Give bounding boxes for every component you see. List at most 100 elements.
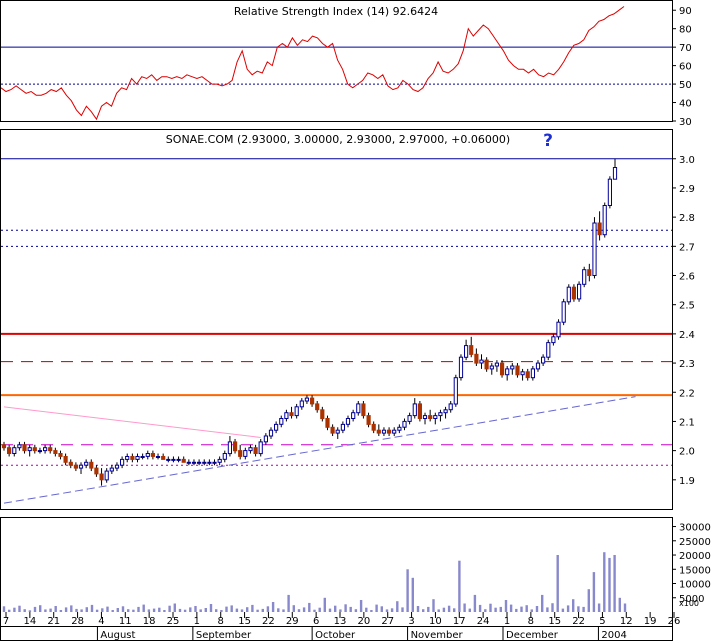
rsi-tick-label: 50	[679, 80, 692, 91]
date-axis: 7 14 21 28 4 11 18 25 1 8 15 22 29 6 13 20 27 3 10 17 24 1 8 15…	[3, 612, 680, 641]
candle-body	[597, 222, 602, 236]
candle-body	[140, 456, 145, 458]
volume-bar	[592, 572, 596, 612]
volume-bar	[458, 560, 461, 612]
candle-body	[387, 429, 392, 434]
candle-body	[448, 403, 453, 411]
volume-bar	[121, 606, 125, 612]
volume-bar	[535, 606, 539, 612]
volume-bar	[349, 606, 352, 612]
candle-body	[22, 444, 27, 452]
volume-bar	[556, 555, 559, 612]
candle-body	[469, 345, 474, 355]
volume-bar	[406, 569, 409, 612]
candle-body	[402, 420, 407, 428]
candle-body	[612, 167, 618, 180]
volume-bar	[603, 552, 606, 612]
volume-bar	[251, 604, 254, 612]
price-tick-label: 2.4	[679, 330, 695, 341]
date-tick-label: 13	[334, 616, 347, 627]
volume-bar	[277, 608, 280, 612]
volume-bar	[473, 594, 477, 612]
candle-body	[371, 423, 376, 431]
price-tick-label: 2.1	[679, 417, 695, 428]
volume-bar	[390, 608, 394, 612]
volume-bar	[225, 606, 228, 612]
price-tick-label: 2.8	[679, 213, 695, 224]
volume-bar	[137, 606, 140, 612]
date-tick-label: 20	[357, 616, 370, 627]
volume-bar	[365, 607, 368, 612]
volume-bar	[530, 609, 533, 612]
candle-body	[258, 441, 263, 455]
volume-bar	[127, 609, 130, 612]
volume-bar	[551, 603, 554, 612]
volume-bar	[220, 610, 223, 612]
volume-bar	[468, 608, 471, 612]
candle-body	[392, 429, 397, 434]
candle-body	[27, 447, 32, 452]
candle-body	[458, 356, 464, 379]
candle-body	[438, 412, 443, 417]
candle-body	[186, 461, 191, 464]
month-label: September	[196, 630, 252, 641]
volume-bar	[266, 606, 270, 612]
candle-body	[222, 453, 227, 460]
candle-body	[58, 453, 63, 457]
price-panel: 1.9 2.0 2.1 2.2 2.3 2.4 2.5 2.6 2.7 2.8 2.9 3.0 SON…	[1, 131, 695, 504]
volume-bars	[2, 552, 627, 612]
volume-bar	[106, 606, 109, 612]
volume-bar	[23, 609, 26, 612]
candle-body	[68, 461, 73, 466]
candle-body	[587, 269, 592, 277]
candle-body	[366, 415, 371, 425]
candle-body	[422, 415, 428, 420]
volume-bar	[101, 608, 104, 612]
candle-body	[494, 362, 499, 367]
volume-bar	[546, 607, 549, 612]
candle-body	[89, 461, 94, 469]
date-tick-label: 19	[644, 616, 657, 627]
candle-body	[171, 458, 176, 461]
date-tick-label: 12	[620, 616, 633, 627]
date-tick-label: 21	[47, 616, 60, 627]
candle-body	[525, 371, 530, 379]
volume-bar	[18, 605, 21, 612]
volume-bar	[328, 608, 332, 612]
volume-bar	[116, 608, 119, 612]
volume-bar	[509, 604, 513, 612]
volume-bar	[240, 609, 244, 612]
rsi-tick-label: 80	[679, 25, 692, 36]
date-tick-label: 3	[408, 616, 414, 627]
candle-body	[181, 458, 186, 463]
volume-bar	[422, 609, 425, 612]
candle-body	[73, 464, 79, 469]
candle-body	[135, 456, 140, 460]
rsi-panel-frame	[0, 0, 673, 122]
volume-bar	[246, 607, 249, 612]
volume-y-axis: 5000 10000 15000 20000 25000 30000	[672, 523, 711, 605]
month-label: October	[315, 630, 356, 641]
volume-bar	[515, 608, 518, 612]
volume-bar	[587, 589, 590, 612]
candle-body	[94, 467, 99, 475]
volume-bar	[504, 600, 508, 612]
volume-bar	[80, 609, 83, 612]
price-title: SONAE.COM (2.93000, 3.00000, 2.93000, 2.…	[166, 133, 510, 146]
volume-bar	[608, 557, 611, 612]
candle-body	[500, 362, 505, 376]
volume-bar	[385, 609, 389, 612]
candle-body	[376, 429, 381, 434]
candle-body	[294, 406, 299, 417]
volume-bar	[463, 603, 466, 612]
rsi-tick-label: 60	[679, 62, 692, 73]
candle-body	[345, 418, 351, 425]
candle-body	[546, 342, 551, 358]
price-tick-label: 3.0	[679, 155, 695, 166]
candle-body	[155, 456, 161, 458]
candle-body	[217, 458, 222, 463]
volume-bar	[437, 609, 440, 612]
date-tick-label: 27	[381, 616, 394, 627]
price-tick-label: 2.7	[679, 242, 695, 253]
